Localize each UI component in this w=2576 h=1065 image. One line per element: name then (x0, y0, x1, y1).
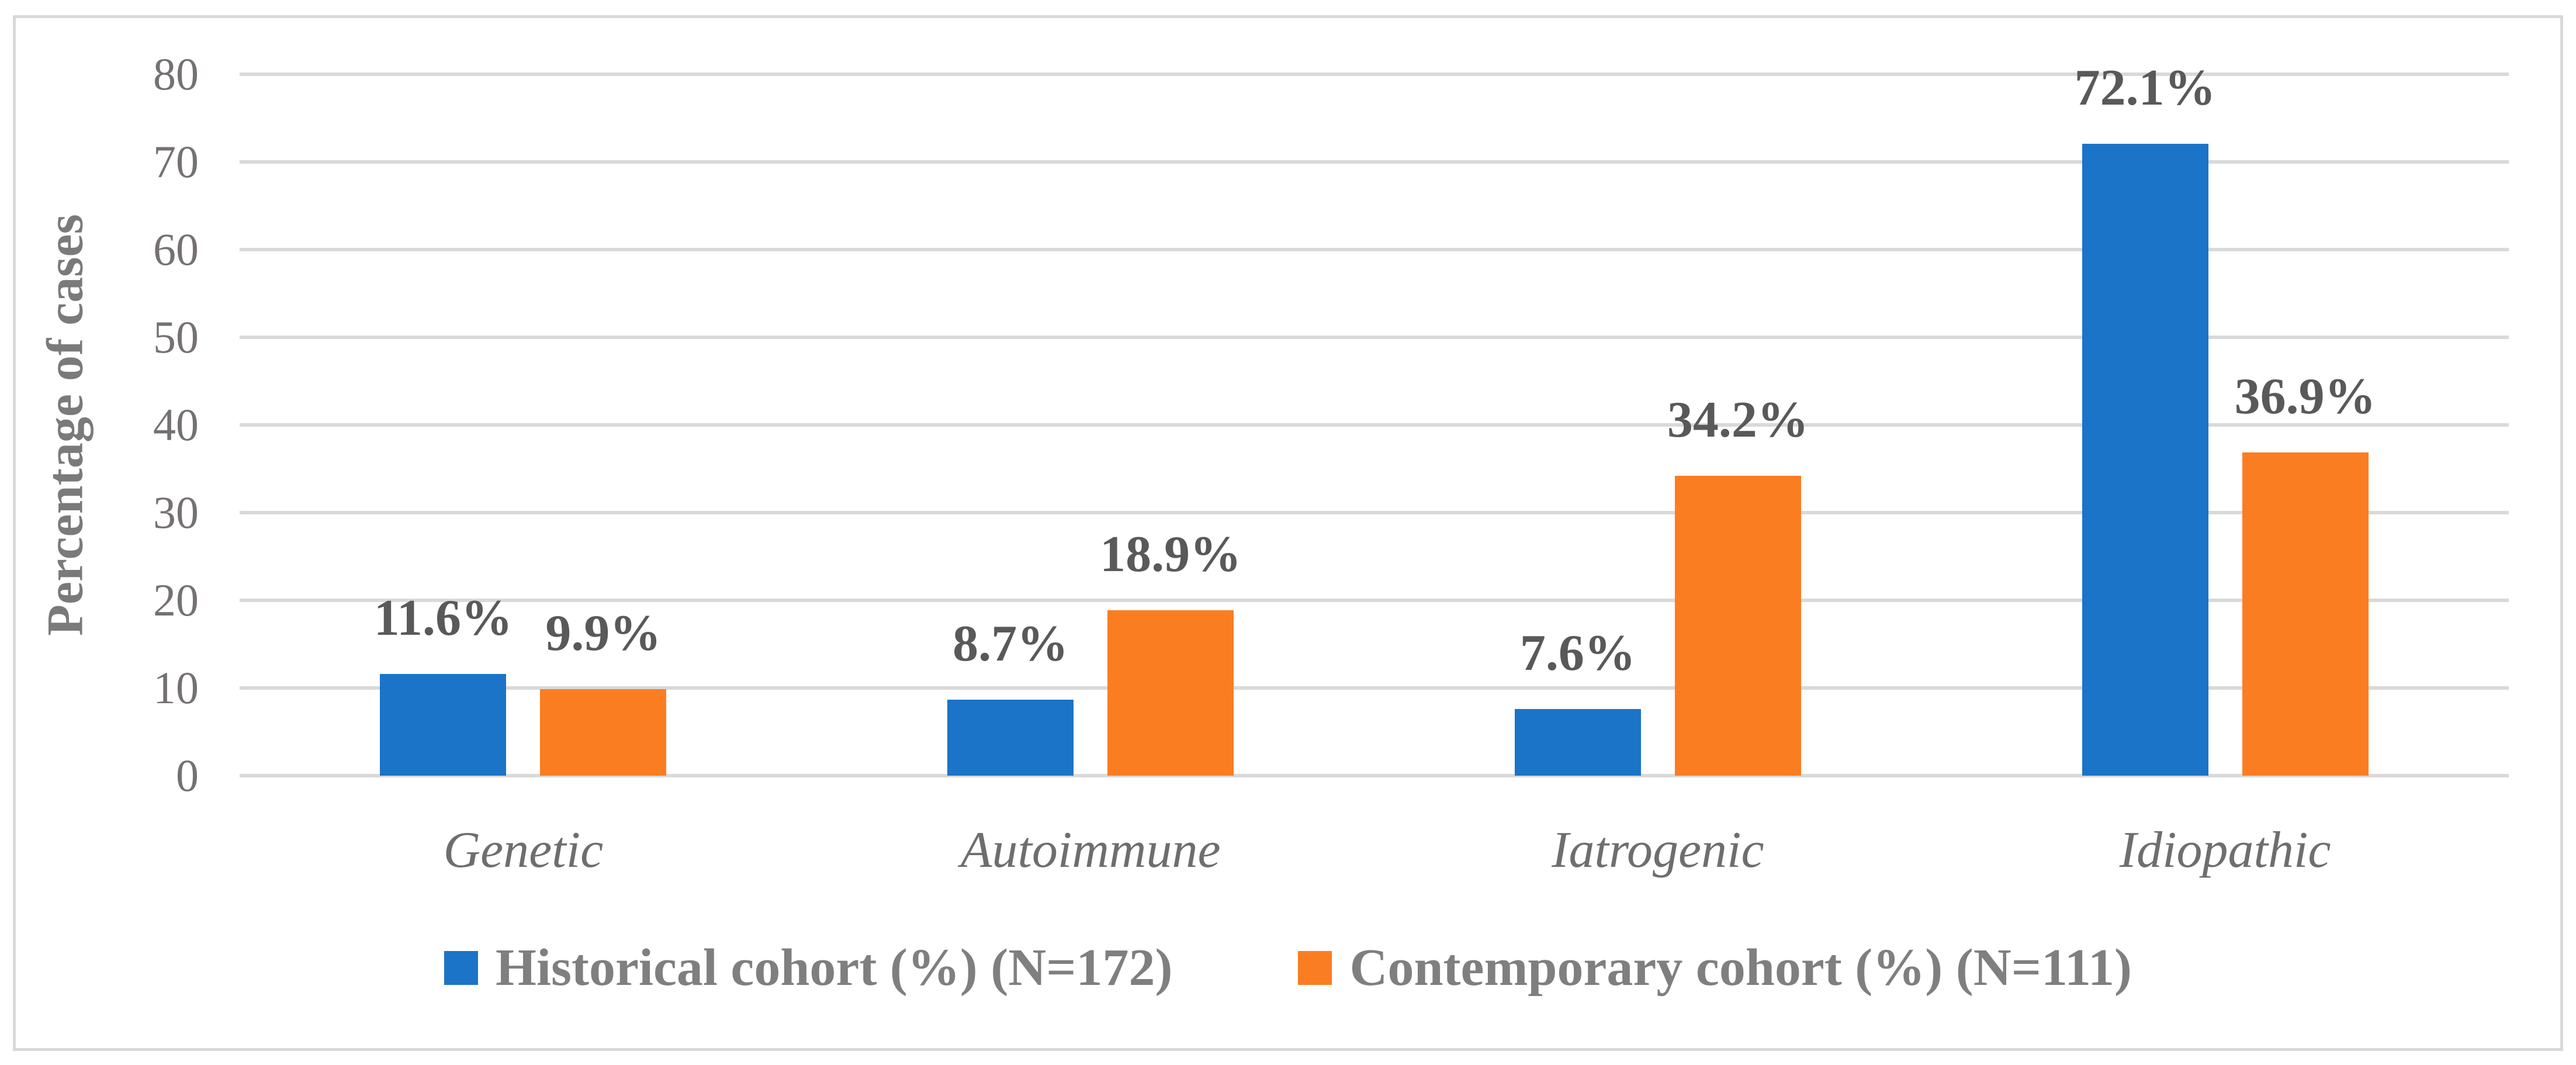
gridline-20 (240, 599, 2509, 602)
data-label-autoimmune-series1: 8.7% (953, 615, 1069, 672)
data-label-iatrogenic-series1: 7.6% (1519, 625, 1636, 682)
category-label-genetic: Genetic (443, 822, 604, 879)
bar-autoimmune-series2 (1107, 610, 1234, 776)
bar-genetic-series2 (540, 689, 667, 776)
y-tick-label-70: 70 (153, 136, 199, 187)
data-label-genetic-series1: 11.6% (373, 590, 513, 646)
data-label-iatrogenic-series2: 34.2% (1667, 392, 1809, 448)
legend-label-series1: Historical cohort (%) (N=172) (495, 939, 1173, 997)
legend-marker-icon (444, 951, 478, 985)
y-tick-label-10: 10 (153, 662, 199, 713)
y-tick-label-30: 30 (153, 487, 199, 538)
gridline-40 (240, 423, 2509, 427)
gridline-70 (240, 160, 2509, 164)
bar-idiopathic-series1 (2082, 143, 2208, 776)
y-tick-label-80: 80 (153, 49, 199, 99)
gridline-60 (240, 248, 2509, 251)
legend-marker-icon (1298, 951, 1332, 985)
y-tick-label-40: 40 (153, 399, 199, 450)
data-label-idiopathic-series1: 72.1% (2074, 59, 2216, 116)
figure-border (13, 15, 2563, 1051)
y-tick-label-0: 0 (176, 750, 199, 801)
bar-idiopathic-series2 (2242, 452, 2369, 776)
bar-genetic-series1 (380, 674, 507, 776)
bar-autoimmune-series1 (947, 699, 1074, 776)
category-label-autoimmune: Autoimmune (960, 822, 1221, 879)
bar-iatrogenic-series1 (1514, 709, 1641, 776)
gridline-30 (240, 511, 2509, 514)
legend: Historical cohort (%) (N=172) Contemporar… (0, 934, 2576, 1002)
category-label-iatrogenic: Iatrogenic (1552, 822, 1764, 879)
data-label-autoimmune-series2: 18.9% (1100, 525, 1242, 583)
legend-item-series2: Contemporary cohort (%) (N=111) (1298, 939, 2132, 997)
data-label-genetic-series2: 9.9% (545, 604, 662, 662)
y-tick-label-50: 50 (153, 312, 199, 362)
y-tick-label-60: 60 (153, 224, 199, 275)
y-tick-label-20: 20 (153, 575, 199, 625)
gridline-80 (240, 72, 2509, 76)
bar-iatrogenic-series2 (1674, 476, 1801, 776)
legend-item-series1: Historical cohort (%) (N=172) (444, 939, 1173, 997)
gridline-0 (240, 774, 2509, 777)
legend-label-series2: Contemporary cohort (%) (N=111) (1349, 939, 2132, 997)
data-label-idiopathic-series2: 36.9% (2234, 368, 2376, 425)
category-label-idiopathic: Idiopathic (2119, 822, 2331, 879)
gridline-10 (240, 686, 2509, 690)
gridline-50 (240, 336, 2509, 339)
